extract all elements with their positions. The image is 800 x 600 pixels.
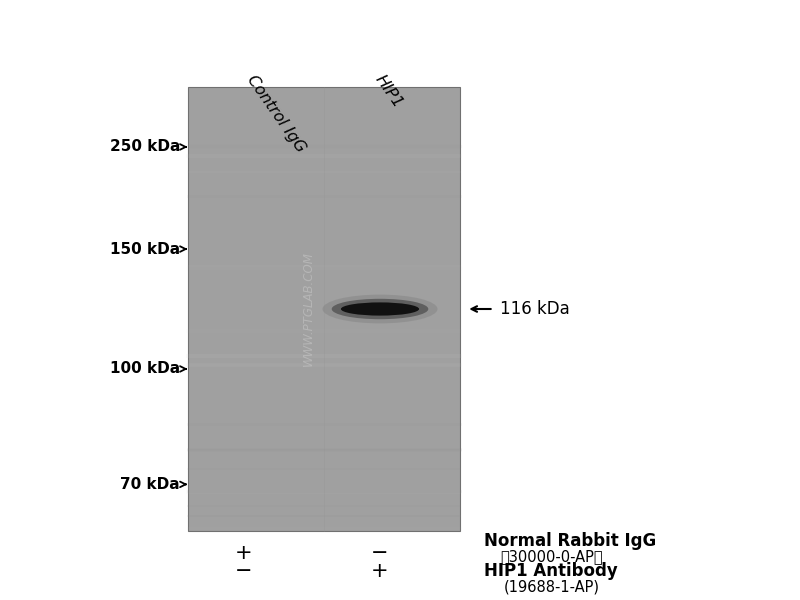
Text: Normal Rabbit IgG: Normal Rabbit IgG	[484, 532, 656, 550]
Text: HIP1: HIP1	[372, 73, 406, 111]
Text: 250 kDa: 250 kDa	[110, 139, 180, 154]
Text: +: +	[371, 561, 389, 581]
Text: (19688-1-AP): (19688-1-AP)	[504, 580, 600, 594]
Text: −: −	[371, 543, 389, 563]
Text: （30000-0-AP）: （30000-0-AP）	[500, 548, 602, 564]
Text: 116 kDa: 116 kDa	[500, 300, 570, 318]
Ellipse shape	[322, 295, 438, 323]
Text: −: −	[235, 561, 253, 581]
Text: 100 kDa: 100 kDa	[110, 361, 180, 376]
Text: 150 kDa: 150 kDa	[110, 242, 180, 257]
Bar	[188, 87, 460, 531]
Text: +: +	[235, 543, 253, 563]
Text: Control IgG: Control IgG	[244, 73, 308, 155]
Ellipse shape	[332, 299, 428, 319]
Text: WWW.PTGLAB.COM: WWW.PTGLAB.COM	[302, 251, 314, 367]
Ellipse shape	[341, 302, 419, 316]
Text: 70 kDa: 70 kDa	[120, 477, 180, 492]
Text: HIP1 Antibody: HIP1 Antibody	[484, 562, 618, 580]
